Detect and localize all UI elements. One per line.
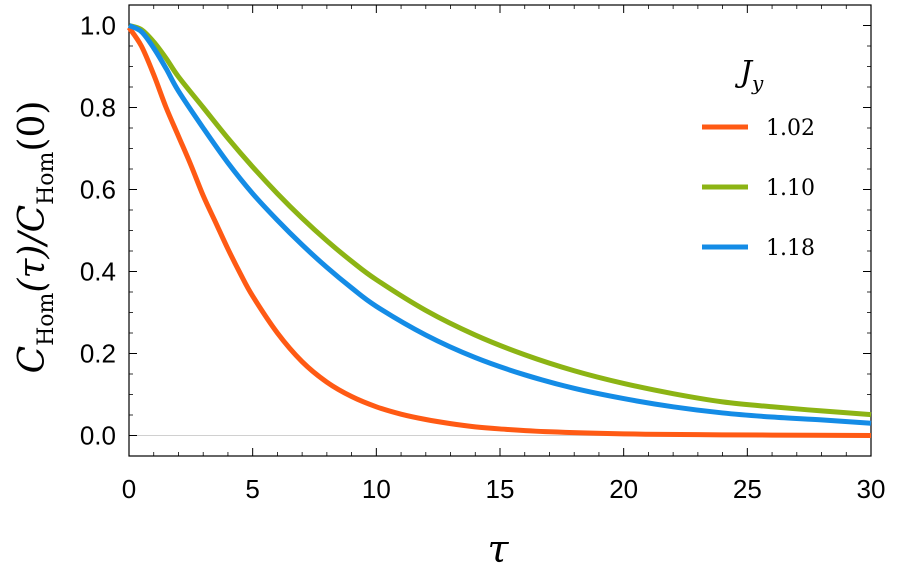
series-line-1.02 xyxy=(126,26,872,438)
legend-title-sub: y xyxy=(751,71,764,95)
x-tick-label: 5 xyxy=(245,474,259,504)
x-axis-label: τ xyxy=(487,527,509,571)
y-tick-label: 0.8 xyxy=(80,93,116,123)
y-label-arg-1: (τ) xyxy=(12,245,53,293)
legend-label-1.10: 1.10 xyxy=(766,176,815,201)
y-label-main-2: C xyxy=(12,205,53,233)
legend-label-1.18: 1.18 xyxy=(766,236,815,261)
legend-title: Jy xyxy=(734,55,764,95)
y-label-sep: / xyxy=(12,229,53,248)
x-tick-label: 15 xyxy=(486,474,515,504)
x-tick-label: 30 xyxy=(857,474,886,504)
y-label-sub-1: Hom xyxy=(34,292,59,345)
y-tick-label: 0.4 xyxy=(80,257,116,287)
x-tick-label: 0 xyxy=(122,474,136,504)
legend-label-1.02: 1.02 xyxy=(766,116,815,141)
y-label-sub-2: Hom xyxy=(34,151,59,204)
y-tick-label: 1.0 xyxy=(80,11,116,41)
y-tick-label: 0.0 xyxy=(80,421,116,451)
series-line-1.10 xyxy=(128,23,872,418)
legend: Jy 1.02 1.10 1.18 xyxy=(702,55,815,261)
series-line-1.18 xyxy=(127,23,872,426)
series-group xyxy=(126,23,872,438)
y-label-arg-2: (0) xyxy=(12,101,53,152)
y-tick-label: 0.6 xyxy=(80,175,116,205)
x-tick-label: 25 xyxy=(733,474,762,504)
y-tick-label: 0.2 xyxy=(80,339,116,369)
legend-title-main: J xyxy=(734,55,754,90)
y-label-main-1: C xyxy=(12,346,53,374)
x-tick-label: 10 xyxy=(362,474,391,504)
tick-labels-group: 0 5 10 15 20 25 30 0.0 0.2 0.4 0.6 0.8 1.0 xyxy=(80,11,886,505)
y-axis-label: CHom(τ)/CHom(0) xyxy=(12,101,59,374)
x-tick-label: 20 xyxy=(609,474,638,504)
